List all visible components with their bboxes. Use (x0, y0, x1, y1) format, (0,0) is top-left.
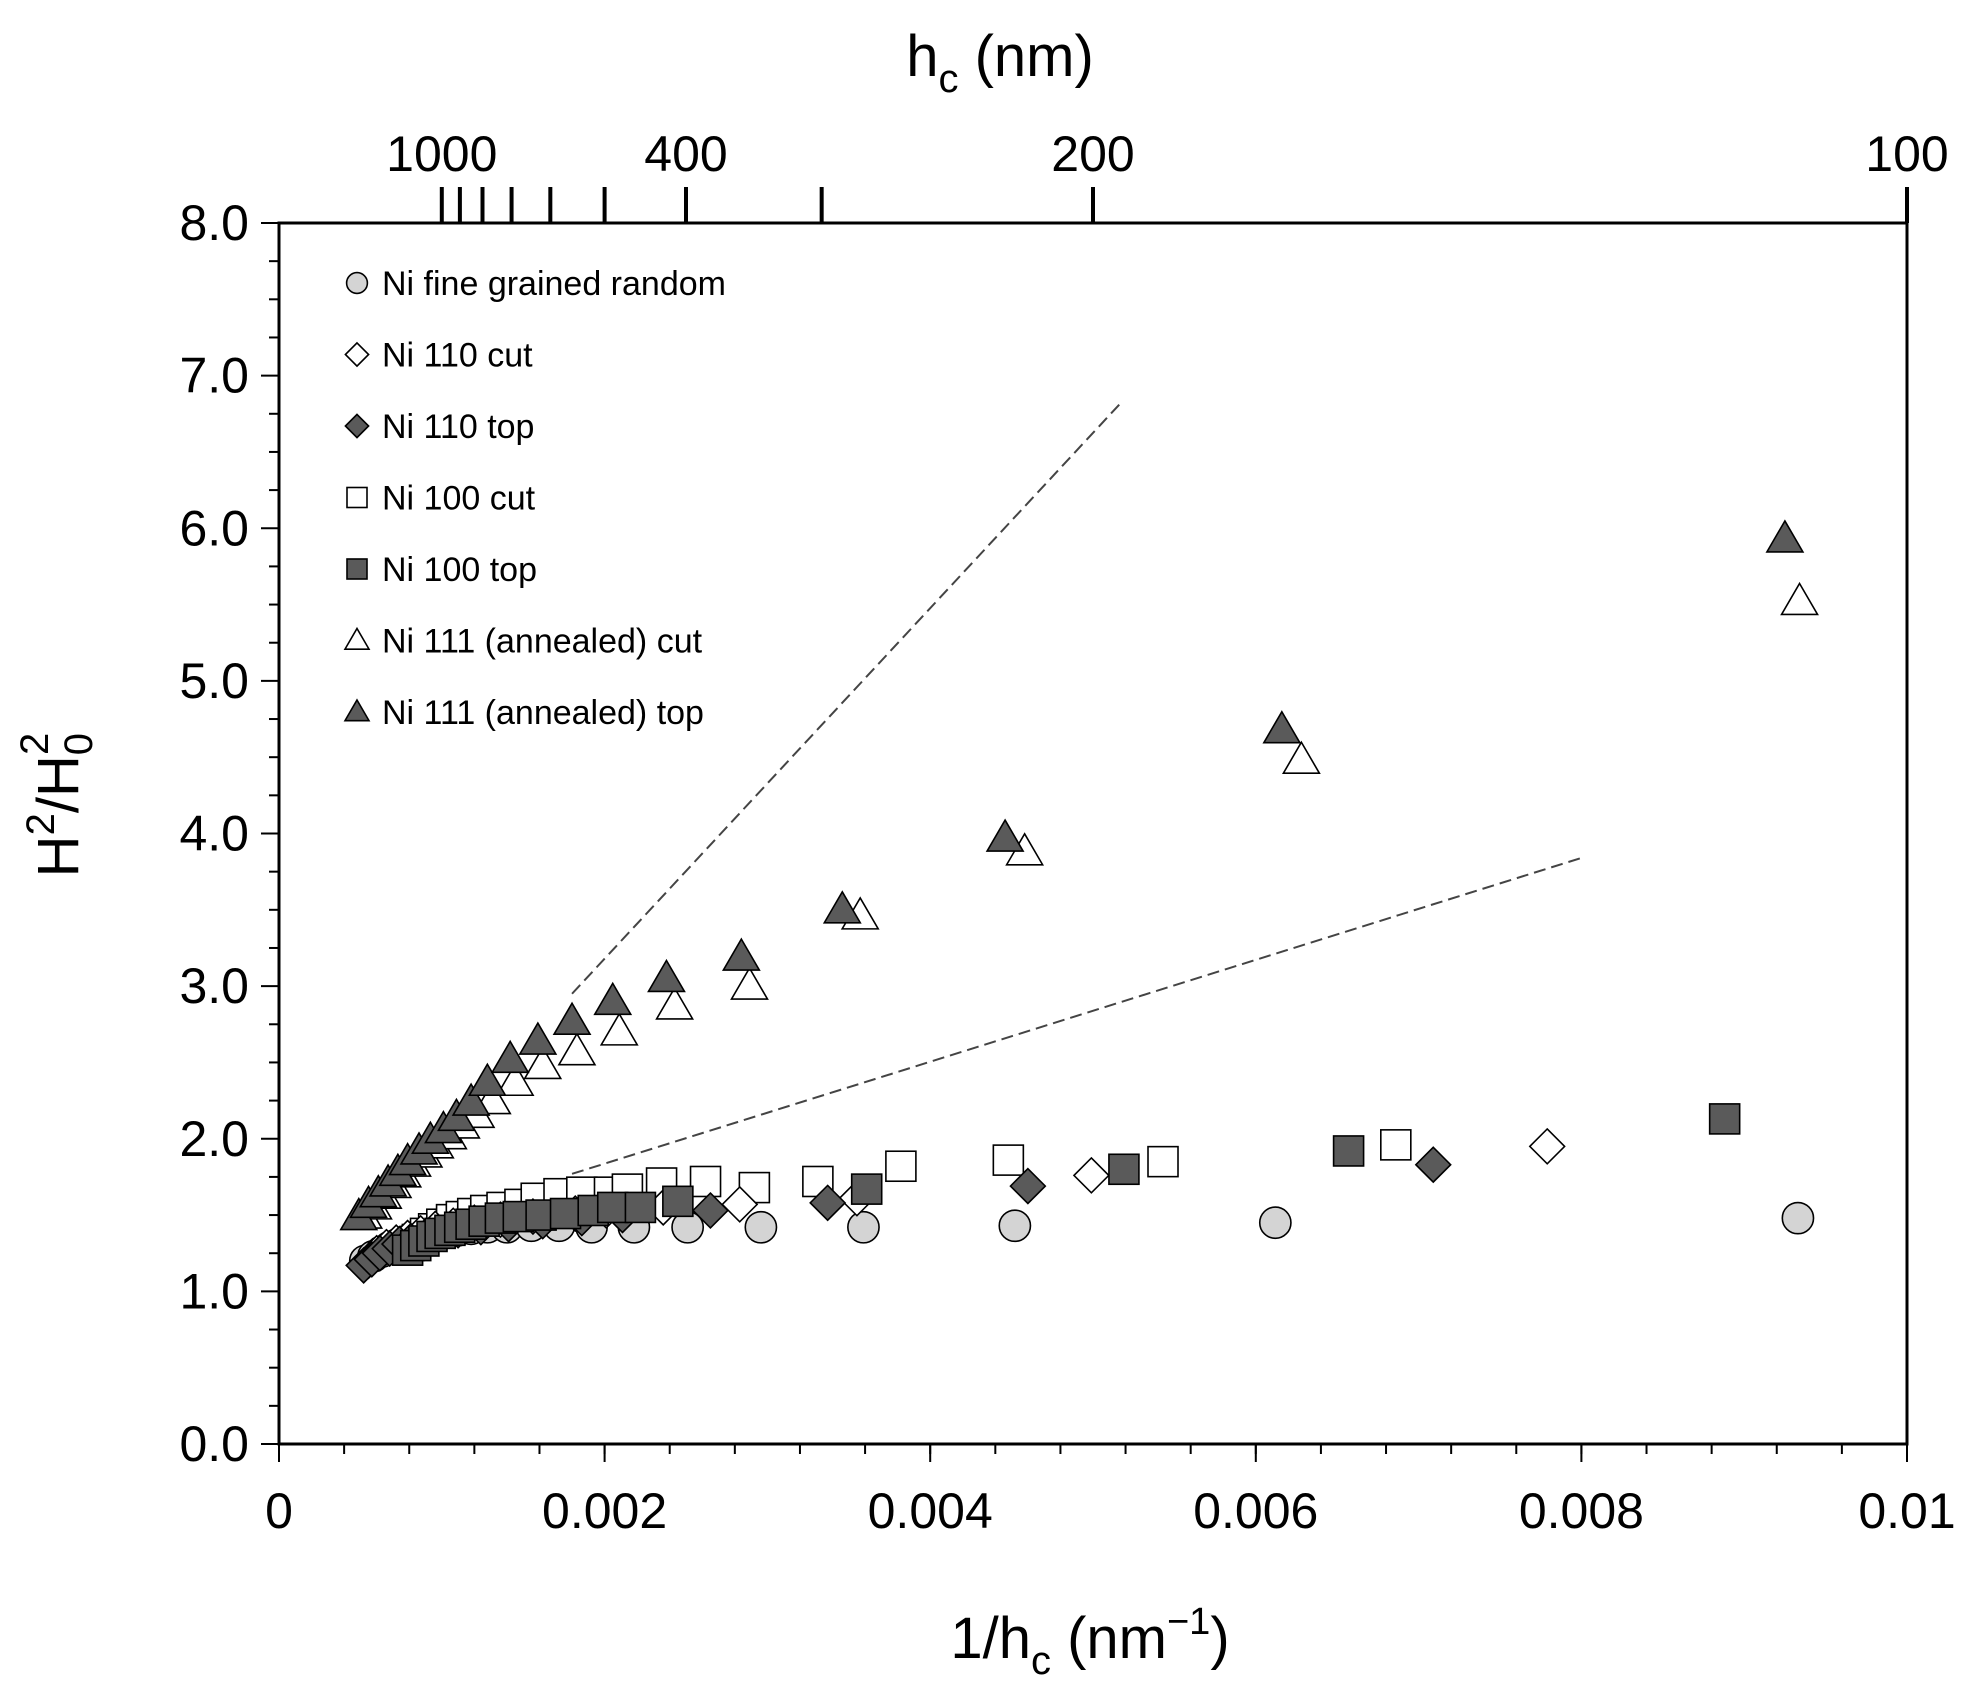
data-point-s5-14 (557, 1032, 597, 1066)
data-point-s0-21 (847, 1210, 880, 1244)
legend-marker-2 (344, 413, 370, 439)
legend-label-5: Ni 111 (annealed) cut (382, 623, 703, 661)
plot-area (277, 221, 1909, 1446)
data-point-s5-13 (523, 1045, 563, 1080)
y-tick-label: 6.0 (179, 500, 249, 556)
data-point-s1-16 (1072, 1156, 1110, 1194)
data-point-s0-24 (1781, 1201, 1815, 1235)
data-point-s6-10 (451, 1082, 491, 1116)
series-4 (391, 1103, 1741, 1266)
legend: Ni fine grained random Ni 110 cut Ni 110 t… (343, 265, 726, 732)
fit-lines (571, 402, 1582, 1175)
legend-marker-1 (344, 341, 370, 368)
data-point-s1-17 (1528, 1127, 1566, 1165)
legend-label-3: Ni 100 cut (382, 480, 536, 518)
data-point-s4-12 (549, 1197, 582, 1230)
data-point-s0-22 (998, 1209, 1032, 1243)
x-tick-label: 0.008 (1519, 1483, 1644, 1539)
x-tick-label: 0.002 (542, 1483, 667, 1539)
y-axis-title: H2/H02 (13, 733, 101, 878)
data-point-s1-14 (721, 1185, 759, 1223)
data-point-s4-19 (1332, 1135, 1365, 1167)
data-point-s3-23 (1380, 1129, 1412, 1161)
data-point-s6-16 (647, 958, 686, 993)
data-point-s6-12 (490, 1039, 530, 1074)
top-tick-label: 1000 (386, 126, 497, 182)
x-tick-label: 0.01 (1858, 1483, 1955, 1539)
fit-line-2 (571, 856, 1582, 1175)
legend-marker-6 (343, 698, 371, 722)
data-point-s5-15 (599, 1012, 639, 1046)
data-point-s4-14 (596, 1191, 629, 1224)
legend-label-1: Ni 110 cut (382, 337, 533, 375)
data-point-s5-21 (1780, 581, 1819, 616)
y-tick-label: 3.0 (179, 958, 249, 1014)
data-point-s6-17 (721, 937, 761, 971)
top-tick-label: 100 (1865, 126, 1948, 182)
data-point-s6-14 (552, 1001, 592, 1035)
data-point-s0-23 (1258, 1206, 1292, 1240)
data-point-s6-20 (1262, 710, 1302, 744)
series-6 (339, 519, 1805, 1231)
data-point-s3-22 (1147, 1145, 1179, 1178)
data-point-s6-13 (518, 1021, 558, 1055)
data-point-s4-20 (1708, 1103, 1741, 1135)
y-tick-label: 5.0 (179, 653, 249, 709)
data-point-s5-20 (1281, 740, 1321, 775)
legend-marker-3 (346, 486, 368, 509)
legend-marker-5 (343, 626, 371, 650)
data-point-s6-15 (593, 981, 633, 1016)
legend-label-4: Ni 100 top (382, 551, 537, 589)
data-point-s0-20 (744, 1210, 778, 1244)
top-axis-title: hc (nm) (906, 24, 1094, 101)
data-point-s2-17 (1414, 1146, 1452, 1184)
data-point-s4-16 (662, 1185, 694, 1218)
y-tick-label: 7.0 (179, 348, 249, 404)
y-tick-label: 1.0 (179, 1263, 249, 1319)
fit-line-1 (571, 402, 1122, 995)
legend-marker-4 (346, 558, 368, 580)
data-point-s4-15 (624, 1191, 657, 1224)
top-tick-label: 400 (644, 126, 727, 182)
data-point-s5-17 (730, 966, 769, 1000)
data-point-s6-19 (985, 818, 1025, 852)
y-tick-label: 0.0 (179, 1416, 249, 1472)
data-point-s6-21 (1765, 519, 1805, 553)
legend-marker-0 (345, 271, 369, 295)
axis-tick-labels: 0.0 1.0 2.0 3.0 4.0 5.0 6.0 7.0 8.0 0 0.002 0.004 0.… (179, 126, 1955, 1539)
y-tick-label: 2.0 (179, 1111, 249, 1167)
data-point-s2-15 (809, 1184, 847, 1222)
x-tick-label: 0.006 (1193, 1483, 1318, 1539)
data-point-s2-14 (691, 1191, 729, 1230)
data-point-s2-16 (1009, 1167, 1047, 1205)
data-point-s5-12 (495, 1062, 535, 1097)
legend-label-0: Ni fine grained random (382, 265, 726, 303)
data-point-s3-20 (885, 1150, 917, 1183)
data-points (339, 519, 1819, 1284)
top-tick-label: 200 (1051, 126, 1134, 182)
data-point-s6-11 (467, 1062, 507, 1097)
y-tick-label: 8.0 (179, 195, 249, 251)
data-point-s4-18 (1108, 1153, 1140, 1186)
data-point-s6-18 (822, 890, 862, 924)
x-tick-label: 0 (265, 1483, 293, 1539)
axis-ticks (261, 187, 1909, 1462)
data-point-s3-21 (992, 1144, 1025, 1176)
data-point-s3-17 (689, 1165, 722, 1198)
legend-label-2: Ni 110 top (382, 408, 534, 446)
data-point-s5-16 (655, 986, 694, 1020)
y-tick-label: 4.0 (179, 806, 249, 862)
x-axis-title: 1/hc (nm−1) (950, 1601, 1229, 1683)
legend-label-6: Ni 111 (annealed) top (382, 694, 704, 732)
x-tick-label: 0.004 (868, 1483, 993, 1539)
data-point-s4-17 (850, 1173, 883, 1205)
